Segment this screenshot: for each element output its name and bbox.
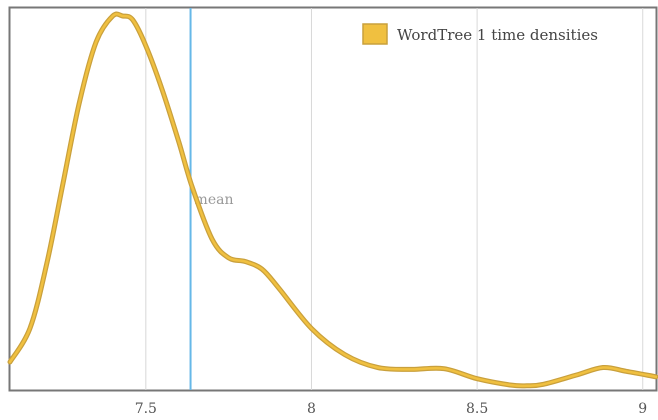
x-tick-label-2: 8.5 xyxy=(466,401,488,417)
mean-label: mean xyxy=(195,192,234,208)
legend[interactable]: WordTree 1 time densities xyxy=(362,23,598,45)
plot-background xyxy=(8,6,658,392)
series-group xyxy=(7,11,658,389)
x-axis-ticks: 7.5 8 8.5 9 xyxy=(135,401,648,417)
x-tick-label-3: 9 xyxy=(638,401,647,417)
legend-label[interactable]: WordTree 1 time densities xyxy=(397,26,598,44)
mean-annotation: mean xyxy=(189,8,234,390)
density-curve xyxy=(8,12,658,388)
x-tick-label-0: 7.5 xyxy=(135,401,157,417)
x-tick-label-1: 8 xyxy=(307,401,316,417)
legend-swatch[interactable] xyxy=(362,23,388,45)
